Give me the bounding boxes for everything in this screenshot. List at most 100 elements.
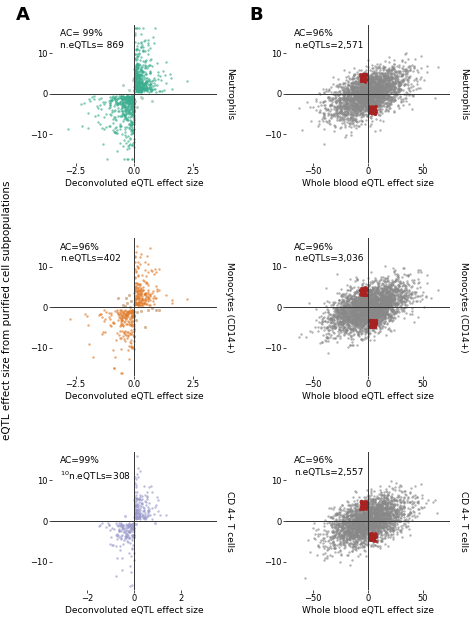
- Point: [367, 511, 375, 521]
- Point: [390, 68, 398, 78]
- Point: [387, 532, 394, 542]
- Point: [395, 509, 402, 519]
- Point: [357, 94, 365, 104]
- Point: [152, 294, 159, 304]
- Point: [347, 93, 355, 102]
- Point: [347, 81, 355, 91]
- Point: [380, 491, 387, 501]
- Point: [366, 277, 374, 287]
- Point: [372, 74, 379, 84]
- Point: [364, 87, 372, 97]
- Point: [376, 101, 383, 111]
- Point: [381, 309, 389, 319]
- Point: [350, 521, 357, 531]
- Point: [374, 298, 381, 308]
- Point: [319, 112, 327, 122]
- Point: [360, 292, 367, 302]
- Point: [327, 317, 335, 327]
- Point: [330, 109, 338, 119]
- Point: [140, 73, 148, 83]
- Point: [348, 332, 356, 342]
- Point: [119, 92, 127, 102]
- Point: [340, 543, 347, 553]
- Point: [372, 97, 380, 107]
- Point: [365, 78, 373, 88]
- Point: [373, 99, 380, 109]
- Point: [342, 78, 349, 88]
- Point: [364, 524, 372, 534]
- Point: [356, 539, 364, 549]
- Point: [353, 520, 360, 530]
- Point: [365, 104, 372, 114]
- Point: [134, 270, 141, 280]
- Point: [378, 302, 386, 312]
- Point: [385, 67, 392, 77]
- Point: [147, 84, 155, 94]
- Point: [376, 485, 384, 495]
- Point: [339, 312, 347, 322]
- Point: [366, 521, 374, 531]
- Point: [359, 85, 366, 95]
- Point: [368, 93, 375, 102]
- Point: [114, 93, 122, 103]
- Point: [347, 95, 355, 105]
- Point: [374, 98, 381, 108]
- Point: [131, 73, 138, 83]
- Point: [339, 94, 346, 104]
- Point: [351, 322, 358, 332]
- Point: [137, 65, 145, 75]
- Point: [385, 504, 392, 514]
- Point: [356, 519, 364, 528]
- Point: [387, 83, 394, 93]
- Point: [371, 81, 379, 91]
- Point: [365, 71, 373, 81]
- Point: [359, 97, 366, 107]
- Point: [131, 68, 139, 78]
- Point: [361, 507, 368, 517]
- Point: [384, 85, 392, 95]
- Point: [385, 481, 393, 491]
- Point: [320, 521, 328, 531]
- Point: [352, 311, 360, 321]
- Point: [358, 85, 365, 95]
- Point: [335, 97, 343, 107]
- Point: [361, 325, 369, 335]
- Point: [379, 279, 387, 289]
- Point: [365, 518, 373, 528]
- Point: [388, 518, 395, 528]
- Point: [386, 511, 393, 521]
- Point: [329, 310, 337, 320]
- Point: [332, 529, 340, 539]
- Point: [392, 86, 399, 96]
- Point: [374, 309, 381, 319]
- Point: [144, 35, 152, 45]
- Point: [136, 505, 144, 515]
- Point: [367, 102, 375, 112]
- Point: [356, 70, 364, 79]
- Point: [339, 319, 347, 329]
- Point: [355, 284, 363, 294]
- Point: [365, 509, 373, 519]
- Point: [354, 302, 361, 312]
- Point: [372, 308, 380, 318]
- Point: [340, 312, 347, 322]
- Point: [362, 306, 370, 315]
- Point: [357, 82, 365, 92]
- Point: [385, 503, 392, 513]
- Point: [380, 309, 388, 319]
- Point: [332, 106, 340, 116]
- Point: [374, 84, 382, 94]
- Point: [381, 94, 388, 104]
- Point: [133, 78, 141, 88]
- Point: [403, 88, 410, 98]
- Point: [128, 530, 136, 540]
- Point: [340, 107, 348, 117]
- Point: [381, 82, 389, 92]
- Point: [132, 294, 140, 304]
- Point: [352, 95, 359, 105]
- Point: [400, 497, 408, 507]
- Point: [363, 516, 370, 526]
- Point: [384, 288, 392, 298]
- Point: [125, 308, 133, 318]
- Point: [348, 301, 356, 310]
